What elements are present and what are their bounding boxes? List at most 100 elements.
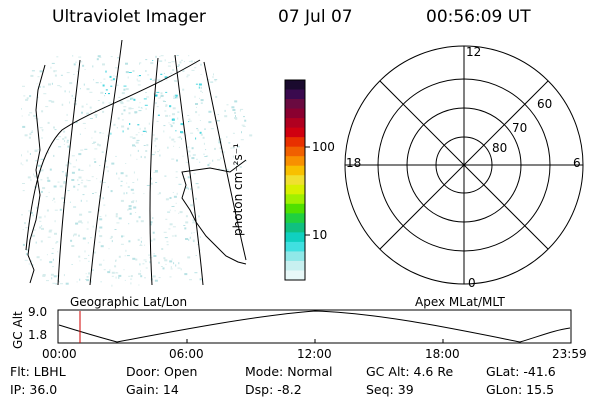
image-speckle: [193, 240, 195, 242]
image-speckle: [71, 171, 75, 174]
image-speckle: [102, 132, 104, 134]
image-speckle: [157, 114, 160, 116]
image-speckle: [86, 228, 89, 230]
image-speckle: [144, 156, 146, 159]
altitude-x-tick-2: 12:00: [297, 347, 332, 361]
image-speckle: [102, 101, 105, 104]
image-speckle: [31, 130, 33, 133]
image-speckle: [71, 245, 75, 247]
image-speckle: [154, 170, 158, 172]
image-speckle: [91, 143, 94, 144]
image-speckle: [188, 55, 190, 57]
image-speckle: [78, 168, 81, 171]
image-speckle: [111, 284, 113, 287]
image-speckle: [36, 83, 38, 85]
image-speckle: [78, 153, 82, 156]
image-speckle: [123, 88, 126, 91]
image-speckle: [64, 120, 68, 122]
image-speckle: [145, 59, 148, 61]
image-speckle: [22, 125, 26, 128]
image-speckle: [82, 64, 85, 67]
image-speckle: [214, 80, 217, 82]
image-speckle: [187, 176, 191, 179]
image-speckle: [214, 147, 216, 150]
image-speckle: [244, 119, 247, 122]
image-speckle: [86, 279, 90, 282]
altitude-x-tick-3: 18:00: [425, 347, 460, 361]
image-speckle: [217, 114, 219, 115]
image-speckle: [67, 145, 70, 148]
image-speckle: [82, 237, 86, 240]
image-speckle: [234, 100, 238, 103]
image-speckle: [173, 262, 175, 265]
image-speckle: [198, 83, 202, 86]
image-speckle: [143, 98, 147, 100]
image-speckle: [95, 110, 97, 113]
image-speckle: [78, 220, 82, 223]
image-speckle: [200, 90, 202, 92]
image-speckle: [178, 262, 180, 265]
image-speckle: [176, 192, 178, 195]
image-speckle: [139, 62, 140, 65]
image-speckle: [159, 60, 163, 62]
polar-ring-label-80: 80: [492, 141, 508, 155]
image-speckle: [161, 80, 163, 83]
image-speckle: [134, 111, 138, 114]
image-speckle: [35, 160, 38, 162]
image-speckle: [136, 139, 140, 141]
image-speckle: [144, 277, 146, 279]
image-speckle: [189, 236, 191, 239]
image-speckle: [40, 70, 43, 72]
image-speckle: [120, 172, 124, 175]
image-speckle: [48, 230, 52, 233]
info-door: Door: Open: [126, 364, 198, 379]
info-glat: GLat: -41.6: [486, 364, 556, 379]
image-speckle: [184, 227, 187, 230]
image-speckle: [29, 95, 32, 98]
image-speckle: [42, 129, 44, 132]
image-speckle: [199, 97, 200, 99]
image-speckle: [175, 264, 177, 267]
image-speckle: [200, 133, 203, 136]
image-speckle: [173, 141, 176, 143]
auroral-image: [20, 55, 253, 287]
colorbar-step: [285, 194, 305, 205]
image-speckle: [116, 127, 118, 129]
image-speckle: [33, 114, 36, 117]
image-speckle: [135, 141, 139, 144]
image-speckle: [109, 237, 112, 239]
image-speckle: [135, 200, 137, 203]
image-speckle: [82, 194, 85, 196]
image-speckle: [73, 206, 77, 208]
image-speckle: [118, 177, 120, 180]
image-speckle: [224, 115, 228, 118]
image-speckle: [108, 102, 112, 104]
image-speckle: [99, 226, 103, 229]
image-speckle: [65, 172, 67, 175]
image-speckle: [117, 117, 120, 120]
app-title: Ultraviolet Imager: [52, 7, 206, 27]
image-speckle: [51, 100, 55, 103]
image-speckle: [94, 130, 97, 133]
meridian-line: [174, 54, 204, 286]
image-speckle: [26, 249, 28, 251]
image-speckle: [79, 133, 81, 135]
image-speckle: [63, 181, 67, 184]
image-speckle: [164, 110, 167, 112]
image-speckle: [93, 142, 95, 144]
image-speckle: [92, 269, 94, 271]
image-speckle: [138, 106, 140, 108]
image-speckle: [138, 132, 140, 134]
image-speckle: [113, 123, 116, 126]
image-speckle: [123, 269, 125, 271]
image-speckle: [190, 204, 194, 207]
image-speckle: [24, 222, 26, 225]
image-speckle: [130, 154, 132, 157]
image-speckle: [110, 85, 113, 87]
image-speckle: [53, 197, 55, 200]
image-speckle: [105, 214, 107, 217]
colorbar: [285, 80, 305, 281]
colorbar-step: [285, 184, 305, 195]
image-speckle: [185, 238, 188, 240]
image-speckle: [94, 192, 97, 194]
